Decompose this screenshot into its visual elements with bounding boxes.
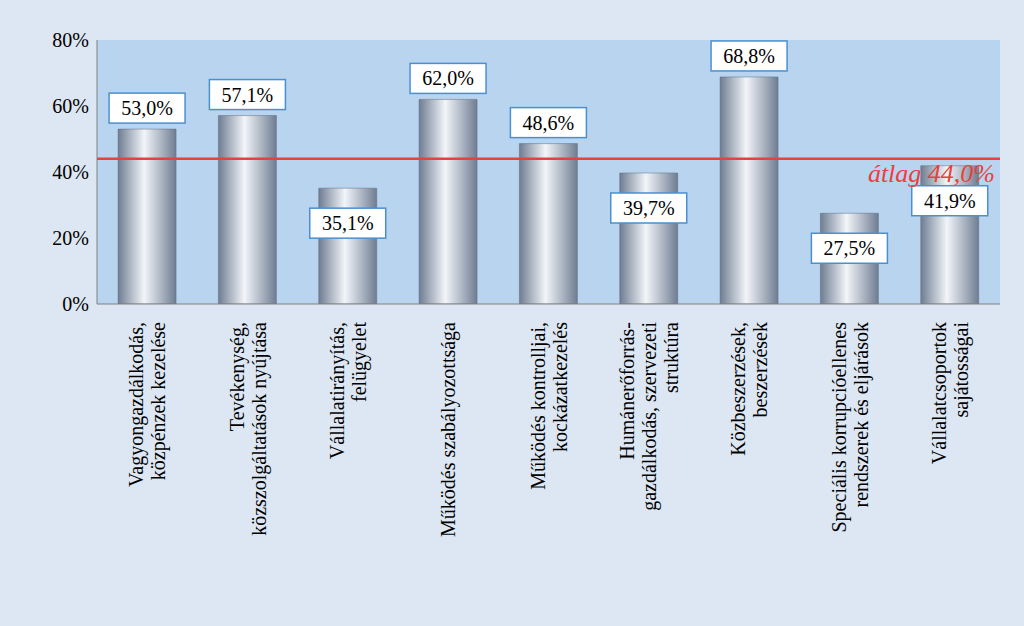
svg-text:közpénzek kezelése: közpénzek kezelése — [147, 322, 170, 480]
svg-text:Vagyongazdálkodás,: Vagyongazdálkodás, — [125, 322, 148, 487]
svg-text:48,6%: 48,6% — [523, 112, 575, 134]
svg-text:39,7%: 39,7% — [623, 197, 675, 219]
svg-text:20%: 20% — [52, 227, 89, 249]
svg-text:Humánerőforrás-: Humánerőforrás- — [616, 322, 638, 460]
svg-text:gazdálkodás, szervezeti: gazdálkodás, szervezeti — [638, 322, 661, 511]
svg-text:közszolgáltatások nyújtása: közszolgáltatások nyújtása — [248, 322, 271, 536]
svg-text:0%: 0% — [62, 293, 89, 315]
svg-text:53,0%: 53,0% — [121, 97, 173, 119]
svg-text:27,5%: 27,5% — [824, 237, 876, 259]
svg-text:Speciális korrupcióellenes: Speciális korrupcióellenes — [828, 322, 851, 533]
svg-text:Közbeszerzések,: Közbeszerzések, — [727, 322, 749, 456]
svg-text:68,8%: 68,8% — [723, 45, 775, 67]
svg-text:Tevékenység,: Tevékenység, — [226, 322, 249, 431]
svg-text:kockázatkezelés: kockázatkezelés — [549, 322, 571, 452]
svg-text:41,9%: 41,9% — [924, 190, 976, 212]
svg-text:sajátosságai: sajátosságai — [950, 322, 973, 418]
svg-text:60%: 60% — [52, 95, 89, 117]
svg-text:Működés kontrolljai,: Működés kontrolljai, — [527, 322, 550, 490]
svg-text:57,1%: 57,1% — [222, 84, 274, 106]
svg-text:átlag 44,0%: átlag 44,0% — [868, 159, 995, 188]
svg-text:beszerzések: beszerzések — [749, 322, 771, 418]
svg-text:felügyelet: felügyelet — [348, 322, 371, 402]
svg-text:62,0%: 62,0% — [422, 67, 474, 89]
svg-text:Működés szabályozottsága: Működés szabályozottsága — [437, 322, 460, 537]
svg-text:rendszerek és eljárások: rendszerek és eljárások — [850, 322, 873, 507]
svg-text:40%: 40% — [52, 161, 89, 183]
svg-text:Vállalatcsoportok: Vállalatcsoportok — [928, 322, 951, 464]
svg-text:Vállalatirányítás,: Vállalatirányítás, — [326, 322, 349, 459]
svg-text:80%: 80% — [52, 29, 89, 51]
svg-text:struktúra: struktúra — [660, 322, 682, 393]
svg-text:35,1%: 35,1% — [322, 212, 374, 234]
